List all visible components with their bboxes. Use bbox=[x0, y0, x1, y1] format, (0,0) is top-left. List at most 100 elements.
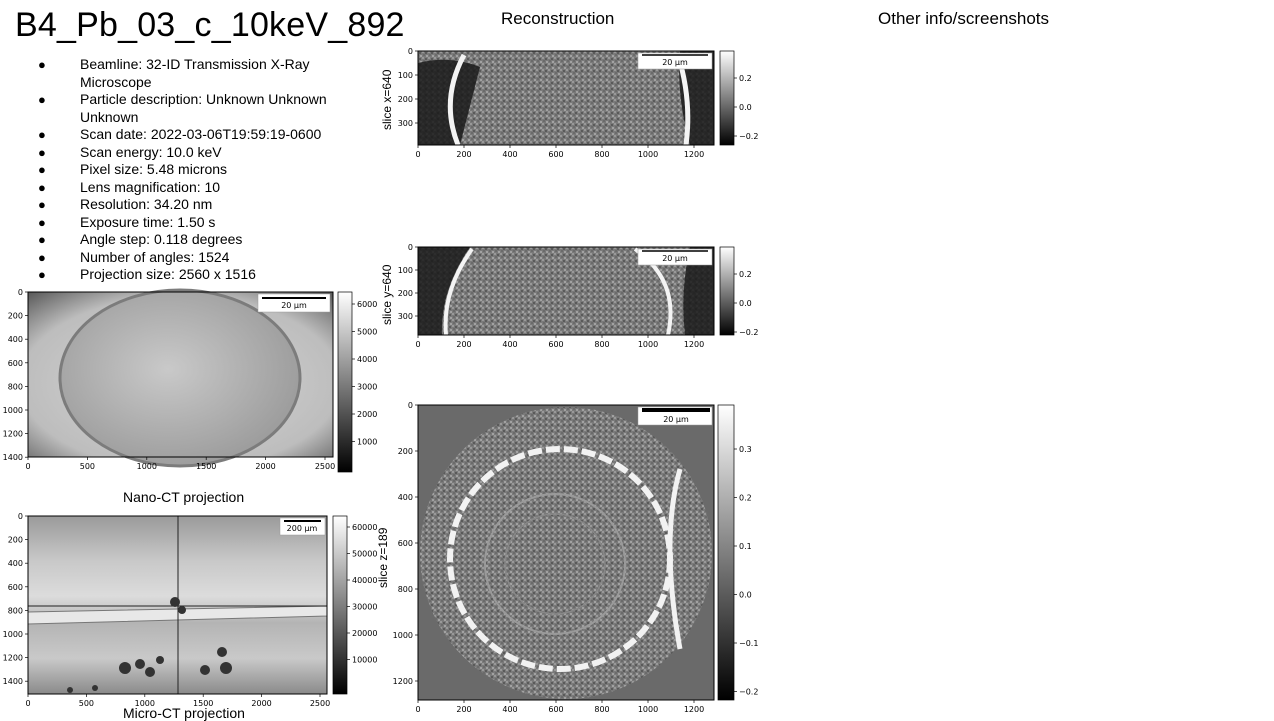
y-tick-labels: 0 100 200 300 bbox=[398, 243, 418, 321]
y-tick-labels: 0 200 400 600 800 1000 1200 1400 bbox=[3, 288, 28, 462]
colorbar-tick-labels: 6000 5000 4000 3000 2000 1000 bbox=[352, 300, 377, 447]
tick-label: 60000 bbox=[352, 523, 377, 532]
tick-label: 1400 bbox=[3, 453, 23, 462]
bright-edge bbox=[447, 53, 467, 146]
tick-label: 40000 bbox=[352, 576, 377, 585]
particle-clusters bbox=[67, 597, 232, 693]
tick-label: 2500 bbox=[310, 699, 330, 708]
tick-label: 2000 bbox=[357, 410, 377, 419]
bullet-icon: ● bbox=[38, 249, 46, 265]
metadata-list: ● Beamline: 32-ID Transmission X-Ray Micr… bbox=[38, 56, 338, 284]
nano-ct-frame bbox=[27, 291, 334, 458]
tick-label: 800 bbox=[594, 150, 609, 159]
slice-x-ylabel: slice x=640 bbox=[380, 69, 394, 130]
tick-label: 1000 bbox=[135, 699, 155, 708]
tick-label: 200 bbox=[398, 447, 413, 456]
tick-label: 0 bbox=[18, 512, 23, 521]
tick-label: 0.2 bbox=[739, 494, 752, 503]
tick-label: 800 bbox=[8, 606, 23, 615]
y-tick-labels: 0 200 400 600 800 1000 1200 bbox=[393, 401, 418, 686]
tick-label: 300 bbox=[398, 119, 413, 128]
micro-ct-figure: 200 μm 0 500 1000 1500 2000 2500 0 200 400 600 80… bbox=[3, 512, 378, 708]
metadata-item: ● Number of angles: 1524 bbox=[38, 248, 230, 265]
tick-label: 0 bbox=[25, 699, 30, 708]
tick-label: 20000 bbox=[352, 629, 377, 638]
tick-label: 400 bbox=[502, 340, 517, 349]
other-info-heading: Other info/screenshots bbox=[878, 9, 1050, 28]
tick-label: −0.1 bbox=[739, 639, 758, 648]
slice-z-ylabel: slice z=189 bbox=[376, 527, 390, 588]
x-tick-labels: 0 500 1000 1500 2000 2500 bbox=[25, 457, 335, 471]
tick-label: 50000 bbox=[352, 550, 377, 559]
tick-label: 500 bbox=[79, 699, 94, 708]
tick-label: 0.2 bbox=[739, 74, 752, 83]
tick-label: 400 bbox=[8, 559, 23, 568]
scalebar-label: 20 μm bbox=[662, 254, 688, 263]
metadata-item: ● Angle step: 0.118 degrees bbox=[38, 231, 243, 247]
tick-label: 300 bbox=[398, 312, 413, 321]
tick-label: 1000 bbox=[3, 630, 23, 639]
x-tick-labels: 0 200 400 600 800 1000 1200 bbox=[415, 335, 704, 349]
tick-label: 800 bbox=[594, 705, 609, 714]
colorbar bbox=[717, 404, 735, 701]
tick-label: 800 bbox=[398, 585, 413, 594]
micro-ct-caption: Micro-CT projection bbox=[123, 705, 245, 721]
tick-label: 600 bbox=[398, 539, 413, 548]
x-tick-labels: 0 200 400 600 800 1000 1200 bbox=[415, 145, 704, 159]
colorbar bbox=[719, 50, 735, 146]
metadata-item: ● Particle description: Unknown Unknown U… bbox=[38, 91, 327, 125]
page-title: B4_Pb_03_c_10keV_892 bbox=[15, 6, 405, 44]
tick-label: 200 bbox=[398, 289, 413, 298]
tick-label: 1200 bbox=[393, 677, 413, 686]
tick-label: 1200 bbox=[684, 150, 704, 159]
tick-label: 1000 bbox=[137, 462, 157, 471]
tick-label: 200 bbox=[8, 536, 23, 545]
tick-label: 800 bbox=[594, 340, 609, 349]
tick-label: 2000 bbox=[255, 462, 275, 471]
metadata-item: ● Lens magnification: 10 bbox=[38, 178, 221, 195]
tick-label: 4000 bbox=[357, 355, 377, 364]
tick-label: 500 bbox=[80, 462, 95, 471]
tick-label: 400 bbox=[8, 335, 23, 344]
tick-label: 400 bbox=[502, 150, 517, 159]
tick-label: −0.2 bbox=[739, 328, 758, 337]
bullet-icon: ● bbox=[38, 144, 46, 160]
colorbar bbox=[719, 246, 735, 336]
tick-label: 1000 bbox=[3, 406, 23, 415]
tick-label: 1500 bbox=[193, 699, 213, 708]
tick-label: 100 bbox=[398, 71, 413, 80]
tick-label: 800 bbox=[8, 382, 23, 391]
tick-label: 0.0 bbox=[739, 103, 752, 112]
tick-label: 30000 bbox=[352, 603, 377, 612]
metadata-item: ● Scan date: 2022-03-06T19:59:19-0600 bbox=[38, 126, 322, 142]
tick-label: 3000 bbox=[357, 383, 377, 392]
bullet-icon: ● bbox=[38, 92, 46, 107]
scalebar-box bbox=[637, 248, 713, 266]
metadata-item: ● Pixel size: 5.48 microns bbox=[38, 161, 228, 177]
tick-label: 6000 bbox=[357, 300, 377, 309]
tick-label: 0.0 bbox=[739, 591, 752, 600]
colorbar bbox=[337, 291, 353, 473]
bullet-icon: ● bbox=[38, 197, 46, 212]
metadata-item: ● Scan energy: 10.0 keV bbox=[38, 143, 222, 160]
tick-label: −0.2 bbox=[739, 688, 758, 697]
colorbar-tick-labels: 0.2 0.0 −0.2 bbox=[734, 74, 758, 141]
tick-label: 0.2 bbox=[739, 270, 752, 279]
tick-label: 200 bbox=[8, 312, 23, 321]
tick-label: 0 bbox=[18, 288, 23, 297]
tick-label: 0.0 bbox=[739, 299, 752, 308]
bullet-icon: ● bbox=[38, 127, 46, 142]
tick-label: 1000 bbox=[357, 438, 377, 447]
tick-label: 400 bbox=[502, 705, 517, 714]
tick-label: 2500 bbox=[315, 462, 335, 471]
bullet-icon: ● bbox=[38, 232, 46, 247]
scalebar-label: 200 μm bbox=[287, 524, 318, 533]
tick-label: 1200 bbox=[3, 430, 23, 439]
tick-label: 0 bbox=[408, 401, 413, 410]
dark-region bbox=[683, 247, 714, 335]
tick-label: 5000 bbox=[357, 328, 377, 337]
dark-region bbox=[418, 247, 470, 335]
inner-ring bbox=[504, 513, 606, 615]
bullet-icon: ● bbox=[38, 57, 46, 72]
scalebar-label: 20 μm bbox=[663, 415, 689, 424]
